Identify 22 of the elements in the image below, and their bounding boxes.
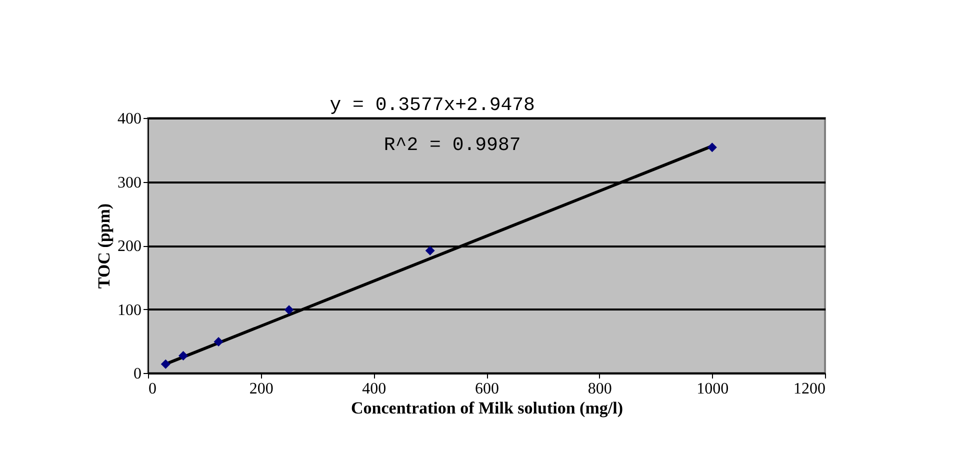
point	[214, 337, 224, 347]
annotation: R^2 = 0.9987	[384, 134, 521, 156]
point	[284, 305, 294, 315]
point	[707, 142, 717, 152]
point	[178, 351, 188, 361]
x-tick-label: 1200	[794, 380, 826, 398]
y-tick-label: 400	[118, 110, 142, 128]
x-tick-label: 600	[475, 380, 499, 398]
y-tick-label: 100	[118, 302, 142, 319]
x-tick-label: 200	[249, 380, 274, 398]
x-tick-label: 0	[148, 380, 156, 398]
x-tick-label: 400	[362, 380, 386, 398]
point	[160, 359, 170, 369]
x-axis-title: Concentration of Milk solution (mg/l)	[351, 398, 623, 418]
y-tick-label: 200	[118, 238, 142, 255]
x-tick-label: 800	[588, 380, 612, 398]
x-tick-label: 1000	[696, 380, 729, 398]
y-tick-label: 300	[118, 174, 142, 192]
text: y = 0.3577x+2.9478	[330, 94, 535, 116]
point	[425, 246, 435, 256]
y-axis-title: TOC (ppm)	[94, 203, 114, 289]
y-tick-label: 0	[134, 366, 142, 382]
